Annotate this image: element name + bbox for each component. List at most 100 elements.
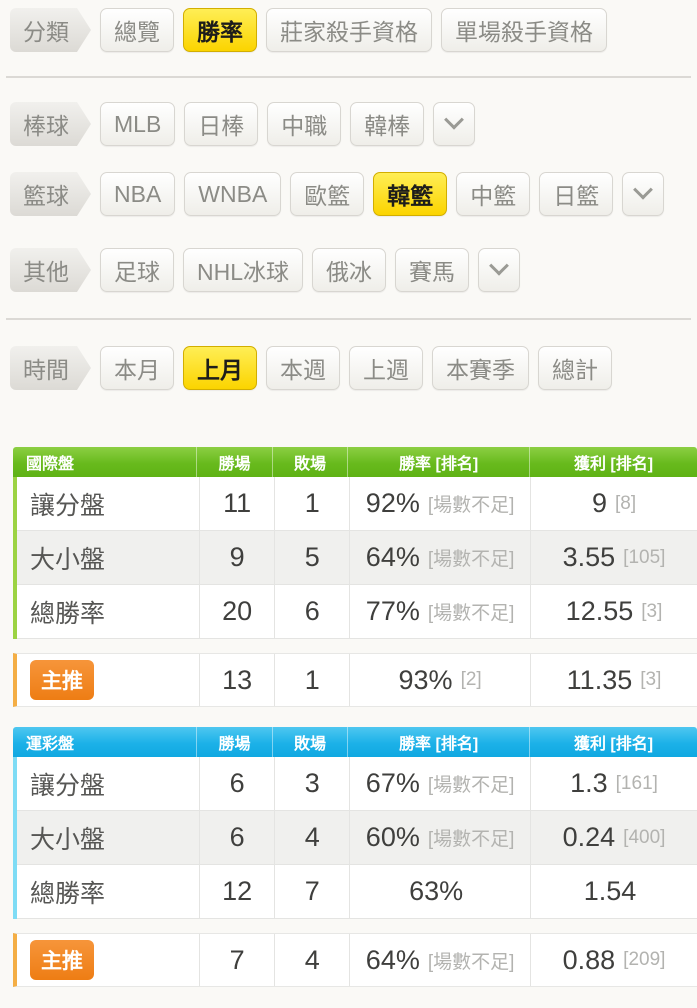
table-body: 讓分盤 11 1 92% [場數不足] 9 [8] 大小盤 9 5 64% [場數不足… (13, 477, 697, 639)
column-header-profit: 獲利 [排名] (573, 456, 654, 473)
nav-japan-basketball-button[interactable]: 日籃 (539, 172, 614, 216)
table-header: 國際盤 勝場 敗場 勝率 [排名] 獲利 [排名] (13, 447, 697, 477)
nav-nhl-hockey-button[interactable]: NHL冰球 (183, 248, 304, 292)
basketball-filter-row: 籃球 NBA WNBA 歐籃 韓籃 中籃 日籃 (10, 172, 687, 216)
column-header-wins: 勝場 (197, 447, 273, 477)
wins-value: 11 (223, 488, 252, 518)
win-rate-value: 64% (365, 542, 420, 572)
table-row: 讓分盤 11 1 92% [場數不足] 9 [8] (17, 477, 697, 531)
other-row-label: 其他 (10, 248, 91, 292)
losses-value: 3 (304, 768, 320, 798)
profit-value: 0.88 (562, 944, 616, 975)
row-label: 大小盤 (17, 531, 200, 584)
column-header-losses: 敗場 (273, 447, 349, 477)
nav-horse-racing-button[interactable]: 賽馬 (395, 248, 470, 292)
baseball-filter-row: 棒球 MLB 日棒 中職 韓棒 (10, 102, 687, 146)
nav-kbl-button[interactable]: 韓籃 (373, 172, 448, 216)
nav-nba-button[interactable]: NBA (100, 172, 176, 216)
time-this-season-button[interactable]: 本賽季 (432, 346, 529, 390)
column-header-win-rate: 勝率 [排名] (348, 447, 531, 477)
wins-value: 6 (229, 822, 245, 852)
profit-rank: [209] (623, 949, 666, 970)
chevron-down-icon (633, 179, 654, 200)
featured-badge: 主推 (30, 660, 94, 700)
row-label: 總勝率 (17, 865, 200, 918)
nav-russia-hockey-button[interactable]: 俄冰 (312, 248, 387, 292)
column-header-win-rate: 勝率 [排名] (348, 727, 531, 757)
table-row: 大小盤 9 5 64% [場數不足] 3.55 [105] (17, 531, 697, 585)
nav-overview-button[interactable]: 總覽 (100, 8, 174, 52)
profit-value: 3.55 (562, 542, 616, 572)
win-rate-value: 93% (398, 664, 453, 695)
table-title: 國際盤 (13, 447, 197, 477)
featured-badge: 主推 (30, 940, 94, 980)
profit-rank: [8] (614, 492, 637, 514)
nav-wnba-button[interactable]: WNBA (184, 172, 282, 216)
profit-value: 0.24 (562, 822, 616, 852)
wins-value: 6 (229, 768, 245, 798)
table-title: 運彩盤 (13, 727, 197, 757)
time-last-week-button[interactable]: 上週 (349, 346, 423, 390)
time-total-button[interactable]: 總計 (538, 346, 612, 390)
nav-euro-basketball-button[interactable]: 歐籃 (290, 172, 365, 216)
featured-pick-row: 主推 7 4 64% [場數不足] 0.88 [209] (13, 933, 697, 987)
profit-rank: [3] (640, 669, 662, 690)
time-this-month-button[interactable]: 本月 (100, 346, 174, 390)
profit-value: 11.35 (566, 664, 633, 695)
win-rate-value: 64% (365, 944, 420, 975)
nav-cba-button[interactable]: 中籃 (456, 172, 531, 216)
profit-value: 12.55 (565, 596, 634, 626)
losses-value: 4 (304, 822, 320, 852)
profit-value: 1.3 (570, 768, 608, 798)
nav-banker-killer-button[interactable]: 莊家殺手資格 (266, 8, 432, 52)
win-rate-note: [場數不足] (427, 829, 515, 850)
baseball-row-label: 棒球 (10, 102, 91, 146)
win-rate-note: [場數不足] (427, 495, 515, 516)
column-header-profit: 獲利 [排名] (573, 736, 654, 753)
losses-value: 1 (304, 488, 320, 518)
win-rate-note: [場數不足] (427, 775, 515, 796)
losses-value: 4 (304, 944, 320, 975)
win-rate-value: 77% (365, 596, 420, 626)
category-filter-row: 分類 總覽 勝率 莊家殺手資格 單場殺手資格 (10, 8, 687, 52)
win-rate-value: 92% (365, 488, 420, 518)
featured-pick-row: 主推 13 1 93% [2] 11.35 [3] (13, 653, 697, 707)
wins-value: 7 (229, 944, 245, 975)
row-label: 讓分盤 (17, 477, 200, 530)
profit-rank: [3] (641, 600, 663, 622)
wins-value: 9 (229, 542, 245, 572)
win-rate-value: 67% (365, 768, 420, 798)
table-row: 總勝率 20 6 77% [場數不足] 12.55 [3] (17, 585, 697, 639)
nav-win-rate-button[interactable]: 勝率 (183, 8, 257, 52)
table-row: 讓分盤 6 3 67% [場數不足] 1.3 [161] (17, 757, 697, 811)
sports-lottery-market-table: 運彩盤 勝場 敗場 勝率 [排名] 獲利 [排名] 讓分盤 6 3 67% [場數… (13, 727, 697, 987)
column-header-wins: 勝場 (197, 727, 273, 757)
losses-value: 6 (304, 596, 320, 626)
nav-cpbl-button[interactable]: 中職 (267, 102, 342, 146)
profit-rank: [105] (623, 546, 666, 568)
profit-value: 1.54 (583, 876, 637, 906)
nav-npb-button[interactable]: 日棒 (184, 102, 259, 146)
nav-mlb-button[interactable]: MLB (100, 102, 176, 146)
international-market-table: 國際盤 勝場 敗場 勝率 [排名] 獲利 [排名] 讓分盤 11 1 92% [場… (13, 447, 697, 707)
nav-single-game-killer-button[interactable]: 單場殺手資格 (441, 8, 607, 52)
row-label: 大小盤 (17, 811, 200, 864)
chevron-down-icon (444, 109, 465, 130)
baseball-more-button[interactable] (433, 102, 476, 146)
table-body: 讓分盤 6 3 67% [場數不足] 1.3 [161] 大小盤 6 4 60% [場… (13, 757, 697, 919)
nav-kbo-button[interactable]: 韓棒 (350, 102, 425, 146)
losses-value: 7 (304, 876, 320, 906)
section-divider (6, 76, 691, 78)
win-rate-note: [場數不足] (427, 603, 515, 624)
table-row: 總勝率 12 7 63% 1.54 (17, 865, 697, 919)
time-row-label: 時間 (10, 346, 91, 390)
time-last-month-button[interactable]: 上月 (183, 346, 257, 390)
column-header-losses: 敗場 (273, 727, 349, 757)
time-this-week-button[interactable]: 本週 (266, 346, 340, 390)
basketball-more-button[interactable] (622, 172, 665, 216)
win-rate-value: 60% (365, 822, 420, 852)
other-more-button[interactable] (478, 248, 521, 292)
nav-soccer-button[interactable]: 足球 (100, 248, 174, 292)
category-row-label: 分類 (10, 8, 91, 52)
wins-value: 13 (222, 664, 253, 695)
